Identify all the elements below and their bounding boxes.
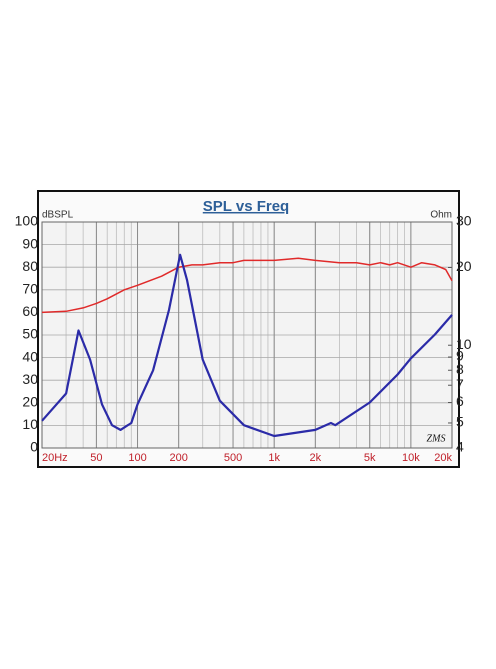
watermark: ZMS xyxy=(427,433,446,444)
y2-axis-label: Ohm xyxy=(430,210,452,221)
y2-tick-label: 4 xyxy=(456,439,464,455)
x-tick-label: 10k xyxy=(402,452,420,464)
y-tick-label: 10 xyxy=(22,416,38,432)
y2-tick-label: 30 xyxy=(456,213,472,229)
series-line xyxy=(41,253,453,438)
y-axis-label: dBSPL xyxy=(42,210,74,221)
y2-tick-label: 10 xyxy=(456,336,472,352)
x-tick-label: 20Hz xyxy=(42,452,68,464)
y-tick-label: 30 xyxy=(22,371,38,387)
y2-tick-label: 8 xyxy=(456,361,464,377)
y-tick-label: 100 xyxy=(15,213,39,229)
y-tick-label: 40 xyxy=(22,348,38,364)
x-tick-label: 100 xyxy=(128,452,146,464)
y2-tick-label: 5 xyxy=(456,414,464,430)
y-tick-label: 90 xyxy=(22,235,38,251)
y-tick-label: 20 xyxy=(22,394,38,410)
y-tick-label: 50 xyxy=(22,326,38,342)
y-tick-label: 80 xyxy=(22,258,38,274)
chart-title: SPL vs Freq xyxy=(203,198,289,215)
y2-tick-label: 9 xyxy=(456,348,464,364)
plot-border xyxy=(41,221,453,449)
x-tick-label: 5k xyxy=(364,452,376,464)
x-tick-label: 20k xyxy=(434,452,452,464)
x-tick-label: 200 xyxy=(169,452,187,464)
x-tick-label: 2k xyxy=(310,452,322,464)
y2-tick-label: 6 xyxy=(456,393,464,409)
y-tick-label: 60 xyxy=(22,303,38,319)
series-line xyxy=(41,257,453,314)
x-tick-label: 50 xyxy=(90,452,102,464)
y2-tick-label: 20 xyxy=(456,258,472,274)
y-tick-label: 0 xyxy=(30,439,38,455)
y-tick-label: 70 xyxy=(22,281,38,297)
y2-tick-label: 7 xyxy=(456,376,464,392)
x-tick-label: 1k xyxy=(268,452,280,464)
x-tick-label: 500 xyxy=(224,452,242,464)
